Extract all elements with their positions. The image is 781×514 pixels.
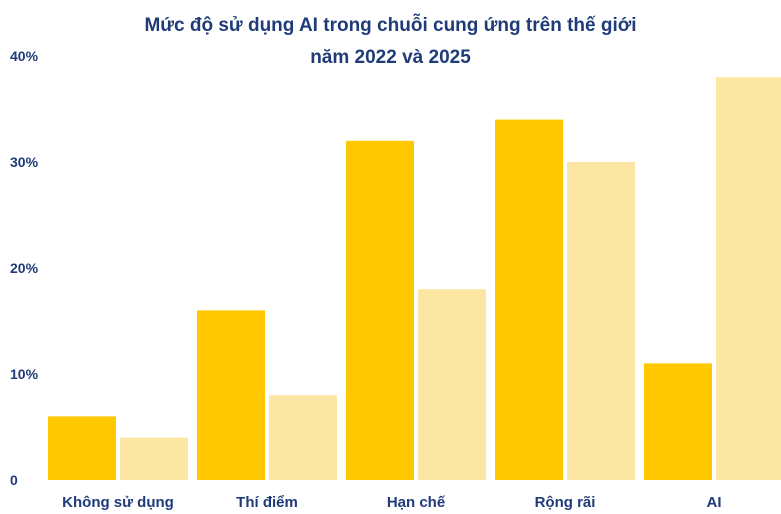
y-tick-label-1: 10% — [10, 366, 39, 382]
category-label-2: Hạn chế — [387, 494, 446, 511]
chart-title-line-1: Mức độ sử dụng AI trong chuỗi cung ứng t… — [144, 15, 637, 36]
bar-series-2-0 — [120, 437, 188, 480]
bar-series-2-2 — [418, 289, 486, 480]
y-tick-label-0: 0 — [10, 472, 18, 488]
bar-series-2-3 — [567, 162, 635, 480]
bar-series-1-1 — [197, 310, 265, 480]
bar-series-2-4 — [716, 77, 781, 480]
category-label-0: Không sử dụng — [62, 494, 174, 511]
y-tick-label-2: 20% — [10, 260, 39, 276]
bar-series-1-3 — [495, 119, 563, 480]
y-tick-label-4: 40% — [10, 48, 39, 64]
chart-title-line-2: năm 2022 và 2025 — [310, 47, 471, 68]
category-label-1: Thí điểm — [236, 494, 298, 511]
bar-series-1-2 — [346, 140, 414, 481]
bar-series-1-4 — [644, 363, 712, 480]
chart-title: Mức độ sử dụng AI trong chuỗi cung ứng t… — [0, 10, 781, 74]
bar-series-1-0 — [48, 416, 116, 480]
category-label-3: Rộng rãi — [535, 494, 596, 511]
bar-series-2-1 — [269, 395, 337, 480]
y-tick-label-3: 30% — [10, 154, 39, 170]
category-label-4: AI — [707, 494, 722, 511]
